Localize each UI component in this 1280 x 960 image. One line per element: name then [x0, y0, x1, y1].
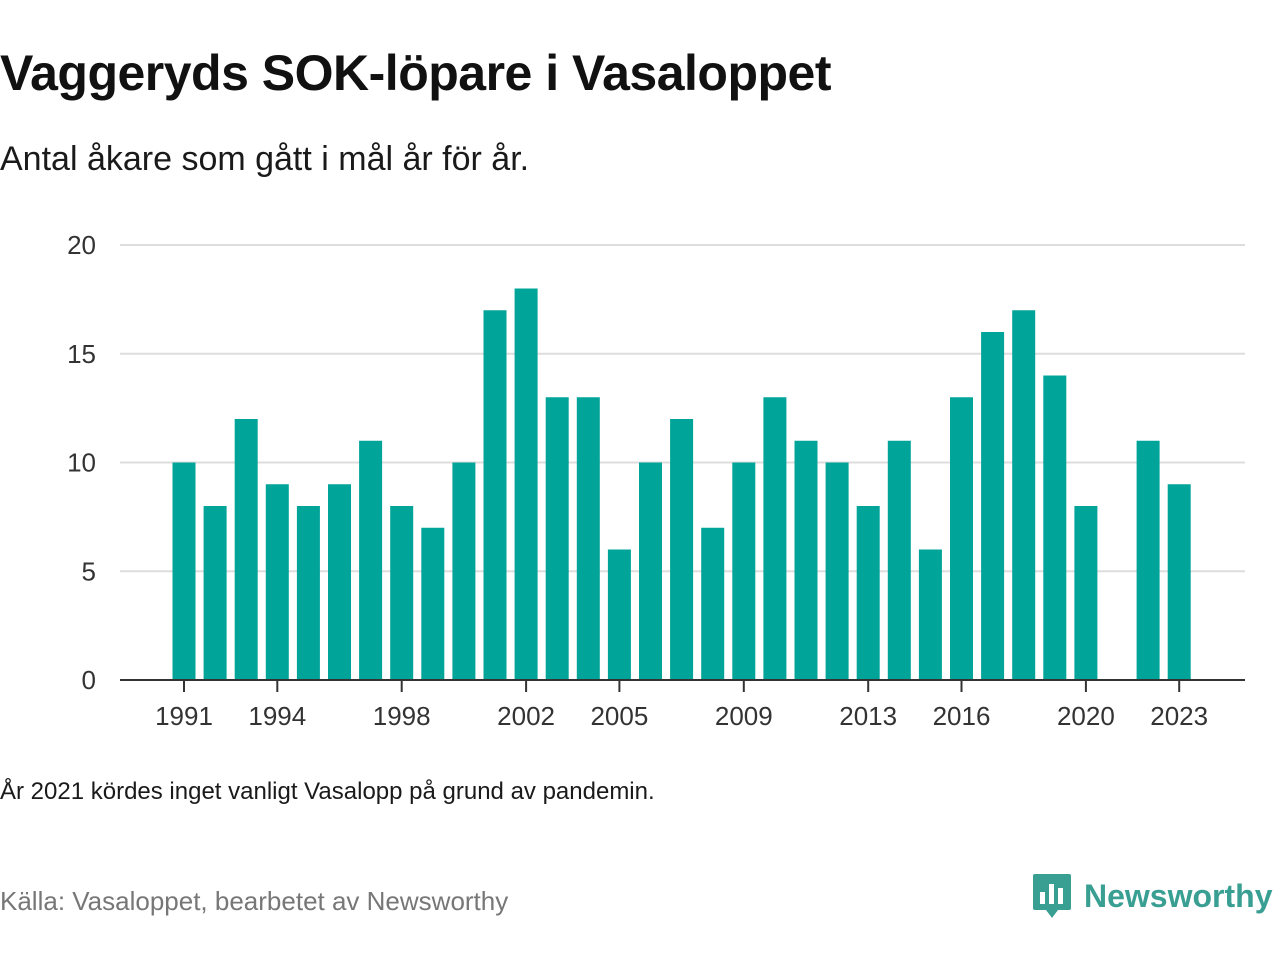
- x-tick-label: 2009: [715, 701, 773, 731]
- newsworthy-logo: Newsworthy: [1032, 872, 1272, 920]
- bar-2002: [514, 288, 538, 680]
- x-axis: 1991 1994 1998 2002 2005 2009 2013 2016 2020 2023: [120, 679, 1245, 731]
- bar-1994: [265, 484, 289, 680]
- bar-1992: [203, 506, 227, 680]
- bar-2015: [918, 549, 942, 680]
- bar-2001: [483, 310, 507, 680]
- y-tick-label: 5: [82, 556, 96, 586]
- bar-1997: [359, 440, 383, 680]
- chart-subtitle: Antal åkare som gått i mål år för år.: [0, 140, 530, 178]
- bars: [172, 288, 1191, 680]
- chart-source: Källa: Vasaloppet, bearbetet av Newswort…: [0, 886, 509, 916]
- bar-2019: [1043, 375, 1067, 680]
- y-tick-label: 0: [82, 665, 96, 695]
- bar-2007: [670, 419, 694, 680]
- x-tick-label: 2013: [839, 701, 897, 731]
- y-axis-ticks: 0 5 10 15 20: [67, 230, 96, 695]
- x-tick-label: 2020: [1057, 701, 1115, 731]
- x-tick-label: 2002: [497, 701, 555, 731]
- bar-1996: [328, 484, 351, 680]
- bar-1991: [172, 462, 196, 680]
- bar-2020: [1074, 506, 1098, 680]
- bar-2012: [825, 462, 849, 680]
- bar-2010: [763, 397, 787, 680]
- bar-2023: [1167, 484, 1191, 680]
- bar-2017: [981, 332, 1005, 680]
- bar-1993: [234, 419, 258, 680]
- bar-1995: [296, 506, 320, 680]
- bar-2008: [701, 527, 725, 680]
- bar-1999: [421, 527, 445, 680]
- bar-2011: [794, 440, 818, 680]
- x-tick-label: 1998: [373, 701, 431, 731]
- y-tick-label: 15: [67, 339, 96, 369]
- y-tick-label: 20: [67, 230, 96, 260]
- bar-2006: [639, 462, 662, 680]
- x-tick-label: 2023: [1150, 701, 1208, 731]
- bar-2003: [545, 397, 569, 680]
- newsworthy-logo-icon: [1033, 874, 1071, 918]
- newsworthy-logo-text: Newsworthy: [1084, 877, 1273, 914]
- bar-2009: [732, 462, 756, 680]
- y-tick-label: 10: [67, 448, 96, 478]
- bar-2013: [856, 506, 880, 680]
- bar-2018: [1012, 310, 1036, 680]
- bar-2004: [576, 397, 600, 680]
- bar-2000: [452, 462, 476, 680]
- bar-2005: [607, 549, 631, 680]
- x-tick-label: 1991: [155, 701, 213, 731]
- bar-1998: [390, 506, 414, 680]
- bar-2014: [887, 440, 911, 680]
- bar-chart: 0 5 10 15 20 1991 1994 1998 2002 2005 2009 2013 201…: [67, 230, 1245, 731]
- x-tick-label: 2005: [590, 701, 648, 731]
- chart-note: År 2021 kördes inget vanligt Vasalopp på…: [0, 778, 655, 805]
- x-tick-label: 2016: [933, 701, 991, 731]
- bar-2022: [1136, 440, 1160, 680]
- x-tick-label: 1994: [248, 701, 306, 731]
- bar-2016: [950, 397, 973, 680]
- chart-title: Vaggeryds SOK-löpare i Vasaloppet: [0, 45, 832, 101]
